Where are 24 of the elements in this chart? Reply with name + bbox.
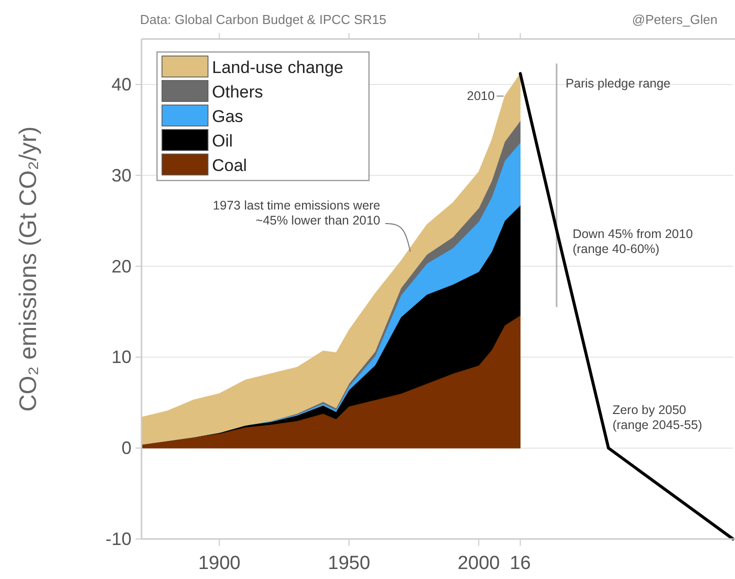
x-tick-label: 16 [510, 553, 531, 574]
y-axis-title: CO₂ emissions (Gt CO₂/yr) [15, 126, 42, 412]
legend-label: Coal [212, 156, 247, 175]
y-tick-label: 30 [111, 165, 132, 186]
annotation: 1973 last time emissions were ~45% lower than 2010 [212, 198, 380, 228]
y-tick-label: 0 [121, 438, 132, 458]
legend-label: Land-use change [212, 58, 344, 77]
annotation: Paris pledge range [566, 76, 671, 91]
legend-label: Others [212, 82, 264, 102]
line-series [518, 72, 734, 540]
legend-label: Gas [212, 107, 244, 126]
y-tick-label: 40 [111, 74, 132, 94]
text: @Peters_Glen [632, 12, 718, 27]
y-tick-label: 20 [111, 256, 132, 276]
text: Data: Global Carbon Budget & IPCC SR15 [140, 12, 386, 27]
annotation: Down 45% from 2010 (range 40-60%) [572, 226, 693, 256]
y-tick-label: 10 [111, 347, 132, 368]
legend-label: Oil [212, 132, 233, 150]
annotation: 2010 [466, 89, 495, 104]
y-tick-label: -10 [105, 529, 132, 549]
x-tick-label: 1900 [198, 553, 240, 574]
annotation: Zero by 2050 (range 2045-55) [612, 403, 702, 432]
x-tick-label: 1950 [328, 553, 370, 574]
x-tick-label: 2000 [458, 553, 500, 574]
